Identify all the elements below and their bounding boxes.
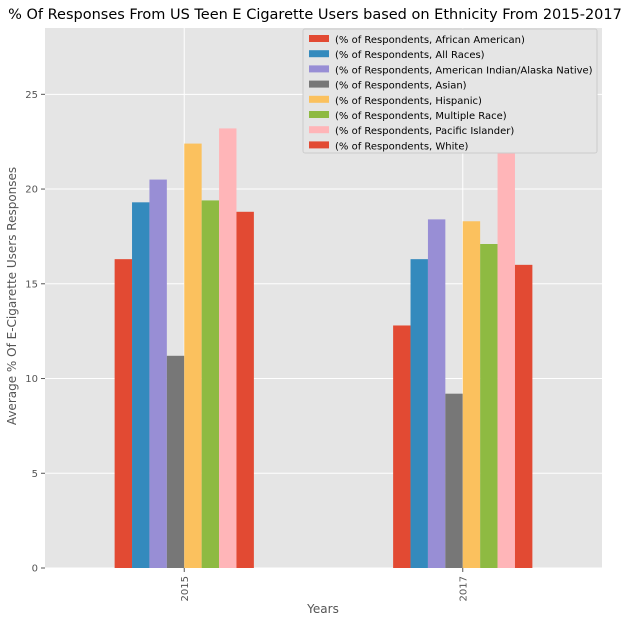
- y-tick-label: 15: [25, 279, 38, 290]
- legend-entry: (% of Respondents, African American): [335, 35, 525, 46]
- legend-swatch: [309, 80, 329, 88]
- bar-2017-series-1: [410, 259, 428, 568]
- legend-swatch: [309, 141, 329, 149]
- legend-entry: (% of Respondents, Hispanic): [335, 96, 482, 107]
- legend-entry: (% of Respondents, Asian): [335, 81, 467, 92]
- bar-2017-series-6: [497, 56, 515, 568]
- y-tick-label: 25: [25, 90, 38, 101]
- legend: (% of Respondents, African American) (% o…: [302, 28, 598, 154]
- legend-box: [302, 28, 598, 154]
- bar-2015-series-3: [166, 355, 185, 568]
- y-tick-label: 10: [25, 374, 38, 385]
- bar-2017-series-4: [462, 221, 481, 568]
- bar-2017-series-3: [445, 393, 463, 568]
- legend-entry: (% of Respondents, Pacific Islander): [335, 126, 514, 137]
- bar-2017-series-7: [514, 264, 533, 568]
- bar-2017-series-0: [393, 325, 411, 568]
- bar-2017-series-2: [427, 219, 446, 569]
- bar-2015-series-1: [132, 202, 150, 568]
- bar-2015-series-0: [114, 259, 133, 568]
- legend-swatch: [309, 65, 329, 73]
- bar-2015-series-5: [201, 200, 220, 568]
- bar-2015-series-4: [184, 143, 202, 568]
- y-tick-label: 0: [32, 564, 38, 575]
- legend-entry: (% of Respondents, All Races): [335, 50, 485, 61]
- legend-entry: (% of Respondents, White): [335, 141, 468, 152]
- x-tick-label: 2017: [458, 576, 469, 601]
- x-tick-label: 2015: [180, 576, 191, 601]
- legend-swatch: [309, 95, 329, 103]
- legend-entry: (% of Respondents, American Indian/Alask…: [335, 65, 593, 76]
- legend-swatch: [309, 111, 329, 118]
- bar-2015-series-7: [236, 211, 254, 568]
- y-tick-label: 20: [25, 185, 38, 196]
- x-axis-label: Years: [306, 602, 339, 616]
- bar-2015-series-6: [219, 128, 237, 568]
- legend-swatch: [309, 126, 329, 134]
- x-axis-ticks: 2015 2017: [180, 568, 469, 601]
- y-axis-ticks: 0 5 10 15 20 25: [25, 90, 45, 575]
- bars-group: [114, 56, 533, 569]
- bar-2015-series-2: [149, 179, 167, 568]
- y-tick-label: 5: [32, 469, 38, 480]
- y-axis-label: Average % Of E-Cigarette Users Responses: [5, 167, 19, 425]
- bar-2017-series-5: [480, 244, 498, 568]
- legend-swatch: [309, 35, 329, 42]
- legend-swatch: [309, 50, 329, 58]
- legend-entry: (% of Respondents, Multiple Race): [335, 111, 507, 122]
- chart-title: % Of Responses From US Teen E Cigarette …: [8, 7, 622, 23]
